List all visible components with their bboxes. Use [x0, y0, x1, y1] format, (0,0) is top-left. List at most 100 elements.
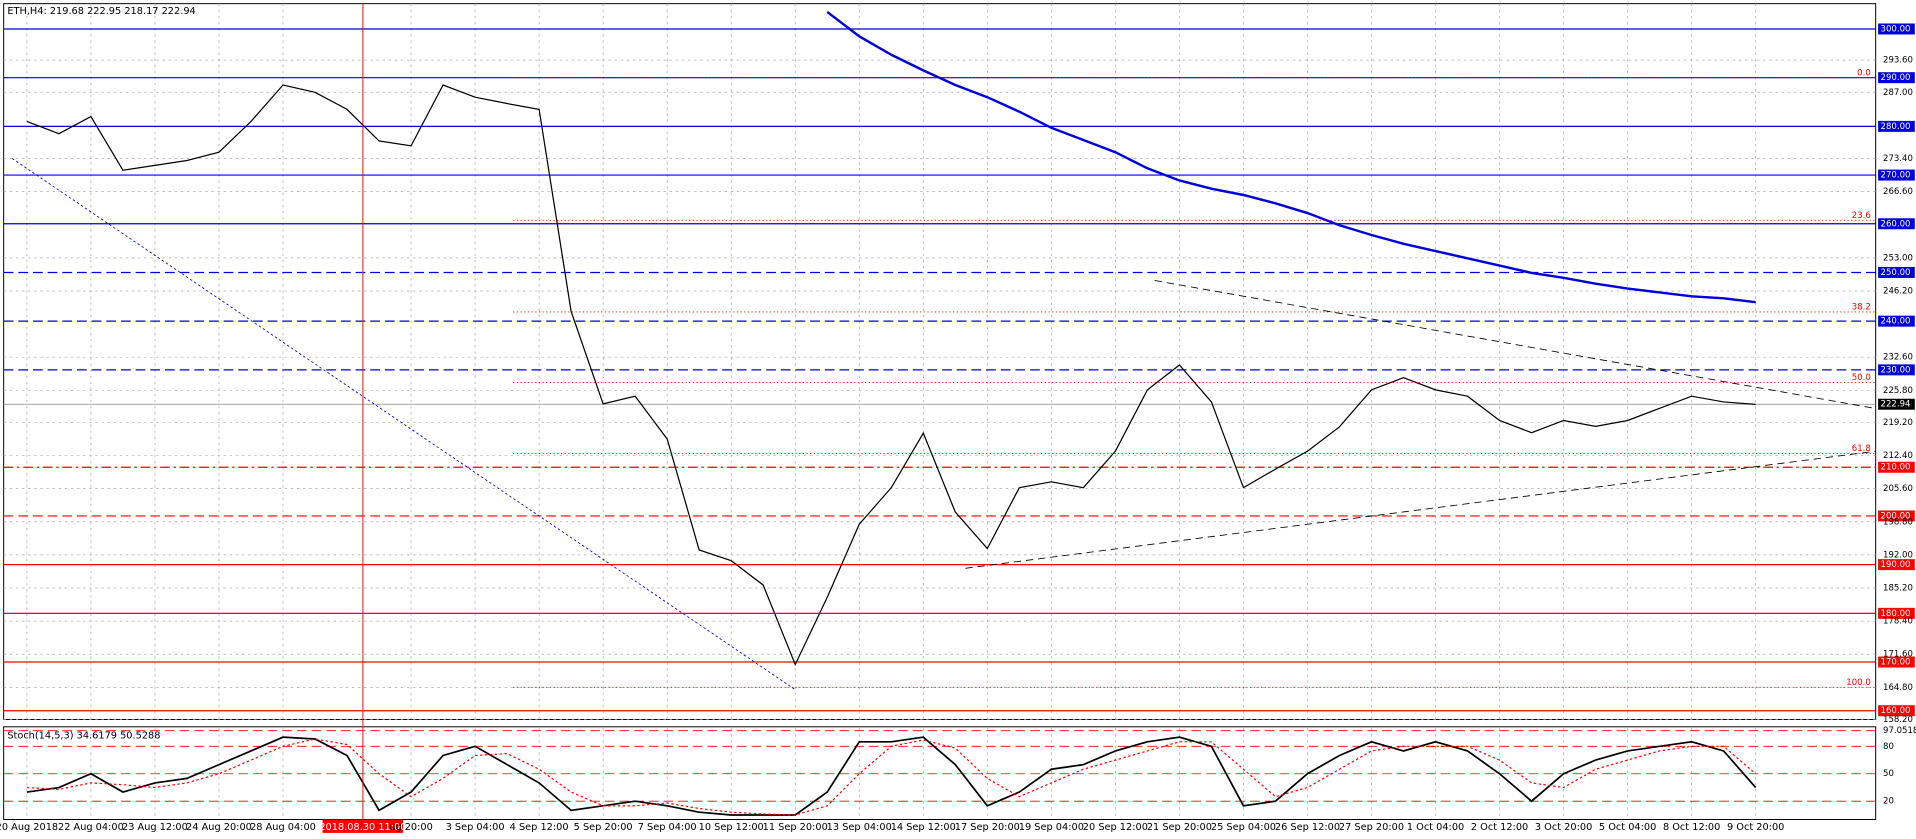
stoch-title: Stoch(14,5,3) 34.6179 50.5288	[7, 730, 160, 741]
x-tick-label: 1 Oct 04:00	[1407, 822, 1464, 833]
x-tick-label: 17 Sep 20:00	[955, 822, 1020, 833]
y-tick-label: 232.60	[1883, 353, 1913, 363]
level-label: 290.00	[1881, 73, 1911, 83]
fib-label: 50.0	[1852, 373, 1871, 383]
current-price-box	[1878, 398, 1915, 410]
series-line	[26, 738, 1757, 816]
level-label: 200.00	[1881, 511, 1911, 521]
series-line	[26, 84, 1756, 667]
x-tick-label: 20 Aug 2018	[0, 822, 58, 833]
y-tick-label: 205.60	[1883, 484, 1913, 494]
level-label: 230.00	[1881, 365, 1911, 375]
x-tick-label: 9 Oct 20:00	[1727, 822, 1784, 833]
y-tick-label: 20	[1883, 797, 1894, 807]
trendline	[11, 158, 795, 690]
level-label-box	[1878, 656, 1915, 668]
y-tick-label: 178.40	[1883, 617, 1913, 627]
x-tick-label: 23 Aug 12:00	[122, 822, 188, 833]
plot	[26, 10, 1757, 816]
fib-label: 38.2	[1852, 303, 1871, 313]
level-label: 190.00	[1881, 560, 1911, 570]
x-tick-label: 28 Aug 04:00	[250, 822, 316, 833]
level-label: 280.00	[1881, 122, 1911, 132]
level-label: 240.00	[1881, 317, 1911, 327]
fib-label: 100.0	[1846, 678, 1870, 688]
crosshair-label: 2018.08.30 11:00	[319, 822, 406, 833]
x-tick-label: 10 Sep 12:00	[699, 822, 764, 833]
x-tick-label: 24 Aug 20:00	[186, 822, 252, 833]
fib-label: 23.6	[1852, 211, 1871, 221]
y-tick-label: 171.60	[1883, 650, 1913, 660]
level-label: 170.00	[1881, 658, 1911, 668]
y-tick-label: 273.40	[1883, 154, 1913, 164]
level-label: 270.00	[1881, 171, 1911, 181]
x-tick-label: 19 Sep 04:00	[1019, 822, 1084, 833]
level-label: 300.00	[1881, 24, 1911, 34]
series-line	[826, 10, 1756, 304]
y-tick-label: 198.80	[1883, 517, 1913, 527]
y-tick-label: 164.80	[1883, 683, 1913, 693]
current-price-label: 222.94	[1881, 400, 1911, 410]
crosshair-label-box	[322, 819, 404, 833]
x-tick-label: 26 Sep 12:00	[1275, 822, 1340, 833]
stoch-panel	[3, 726, 1877, 820]
level-label-box	[1878, 559, 1915, 571]
y-tick-label: 212.40	[1883, 451, 1913, 461]
y-tick-label: 246.20	[1883, 286, 1913, 296]
level-label-box	[1878, 315, 1915, 327]
y-tick-label: 97.0518	[1883, 726, 1916, 736]
y-tick-label: 253.00	[1883, 253, 1913, 263]
fib-label: 61.8	[1852, 444, 1871, 454]
header: ETH,H4: 219.68 222.95 218.17 222.94	[7, 6, 195, 17]
y-tick-label: 80	[1883, 742, 1894, 752]
level-label: 260.00	[1881, 219, 1911, 229]
level-label: 210.00	[1881, 463, 1911, 473]
x-tick-label: ug 20:00	[389, 822, 433, 833]
level-label-box	[1878, 364, 1915, 376]
level-label-box	[1878, 266, 1915, 278]
y-tick-label: 219.20	[1883, 418, 1913, 428]
level-label-box	[1878, 705, 1915, 717]
level-label-box	[1878, 72, 1915, 84]
level-label: 160.00	[1881, 706, 1911, 716]
x-tick-label: 5 Sep 20:00	[574, 822, 633, 833]
x-tick-label: 5 Oct 04:00	[1599, 822, 1656, 833]
trendline	[965, 450, 1876, 569]
y-tick-label: 185.20	[1883, 584, 1913, 594]
x-tick-label: 2 Oct 12:00	[1471, 822, 1528, 833]
y-tick-label: 287.00	[1883, 88, 1913, 98]
level-label-box	[1878, 120, 1915, 132]
x-tick-label: 20 Sep 12:00	[1083, 822, 1148, 833]
level-label: 180.00	[1881, 609, 1911, 619]
x-tick-label: 27 Sep 20:00	[1339, 822, 1404, 833]
x-tick-label: 8 Oct 12:00	[1663, 822, 1720, 833]
level-label-box	[1878, 169, 1915, 181]
level-label-box	[1878, 461, 1915, 473]
x-tick-label: 21 Sep 20:00	[1147, 822, 1212, 833]
x-tick-label: 7 Sep 04:00	[638, 822, 697, 833]
x-tick-label: 11 Sep 20:00	[763, 822, 828, 833]
y-tick-label: 192.00	[1883, 550, 1913, 560]
y-tick-label: 225.80	[1883, 386, 1913, 396]
y-tick-label: 50	[1883, 769, 1894, 779]
x-tick-label: 13 Sep 04:00	[827, 822, 892, 833]
y-tick-label: 266.60	[1883, 187, 1913, 197]
level-label-box	[1878, 218, 1915, 230]
y-tick-label: 293.60	[1883, 56, 1913, 66]
level-label-box	[1878, 607, 1915, 619]
x-tick-label: 14 Sep 12:00	[891, 822, 956, 833]
level-label: 250.00	[1881, 268, 1911, 278]
x-tick-label: 3 Sep 04:00	[446, 822, 505, 833]
x-tick-label: 3 Oct 20:00	[1535, 822, 1592, 833]
level-label-box	[1878, 23, 1915, 35]
x-tick-label: 4 Sep 12:00	[510, 822, 569, 833]
y-tick-label: 158.20	[1883, 715, 1913, 725]
x-tick-label: 25 Sep 04:00	[1211, 822, 1276, 833]
fib-label: 0.0	[1857, 68, 1871, 78]
main-panel	[3, 3, 1877, 720]
level-label-box	[1878, 510, 1915, 522]
x-tick-label: 22 Aug 04:00	[58, 822, 124, 833]
series-line	[26, 736, 1757, 816]
